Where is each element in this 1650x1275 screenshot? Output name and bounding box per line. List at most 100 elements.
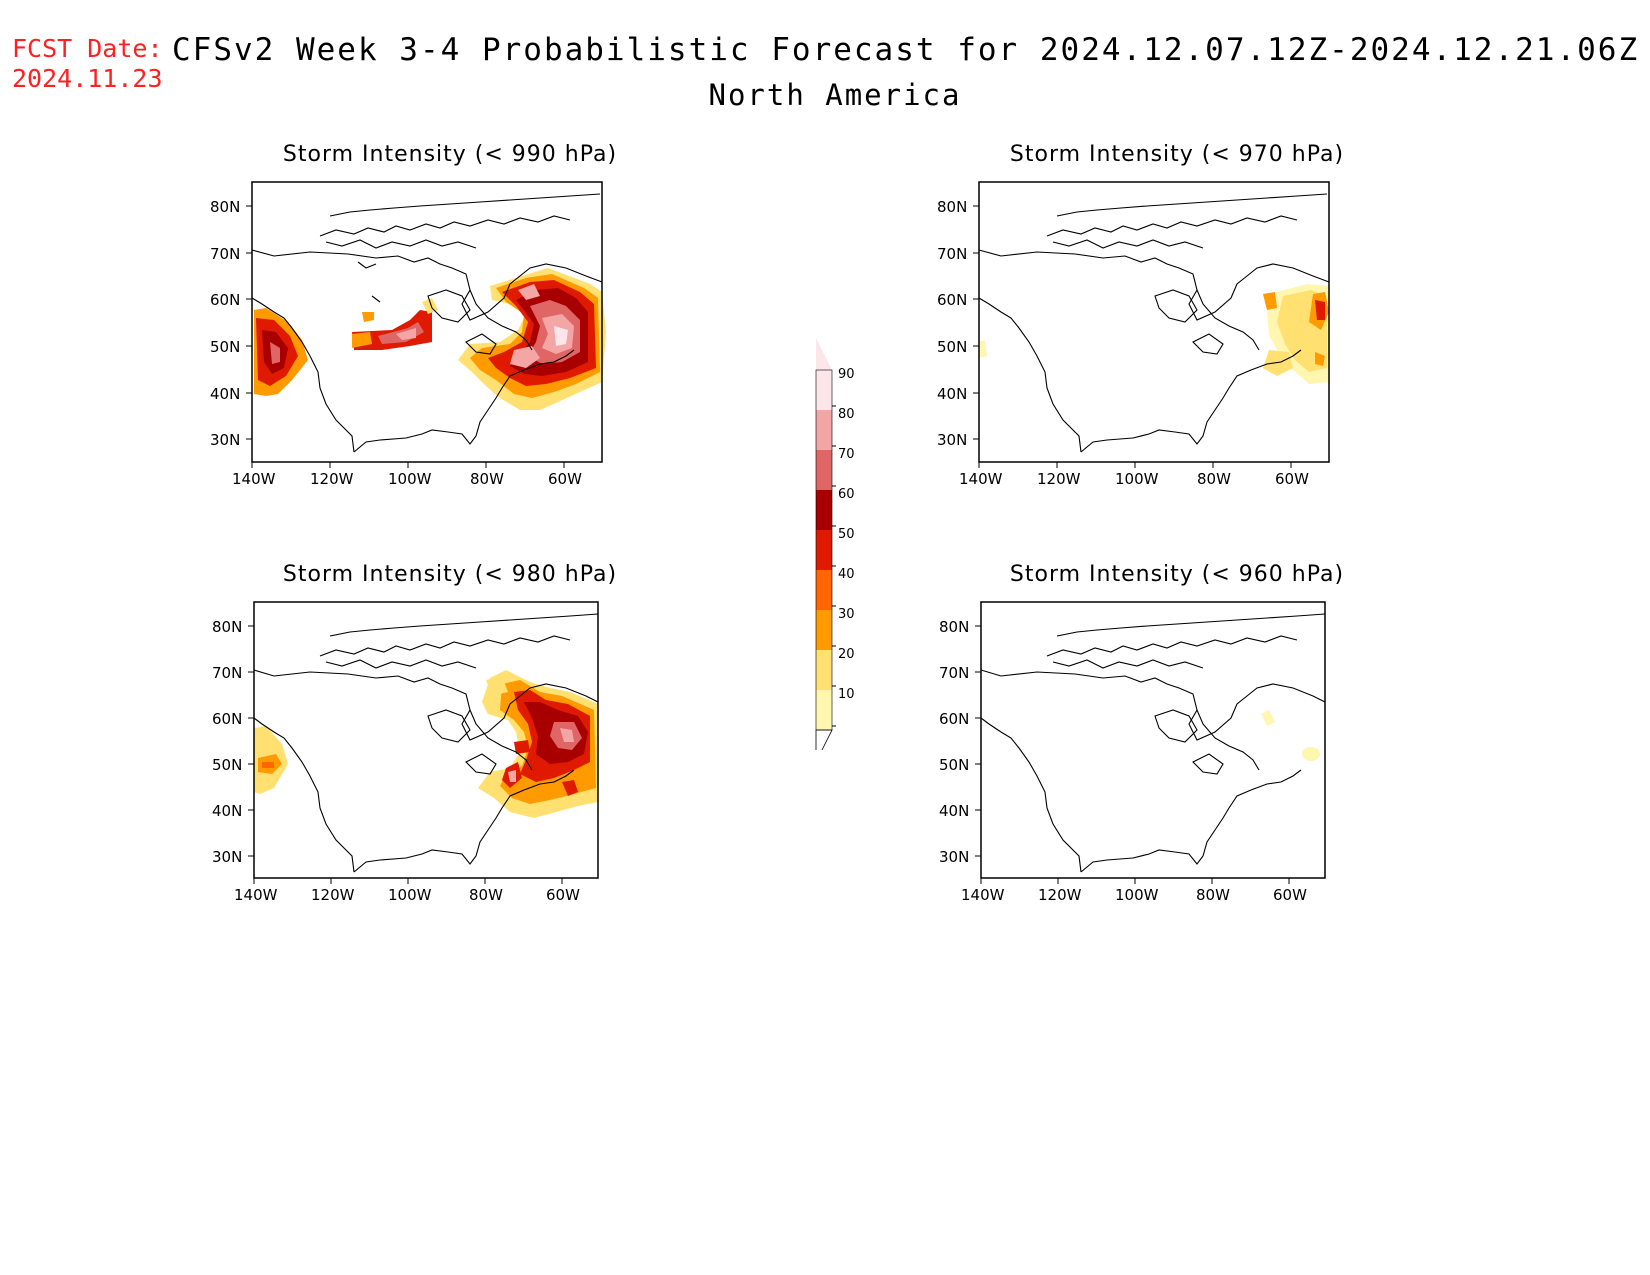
lat-label: 50N [939, 756, 969, 774]
map-frame [978, 181, 1330, 463]
region-subtitle: North America [708, 78, 962, 112]
lon-label: 80W [1196, 886, 1230, 904]
lat-label: 40N [937, 385, 967, 403]
lon-labels-960: 140W 120W 100W 80W 60W [961, 878, 1307, 904]
lat-labels-970: 80N 70N 60N 50N 40N 30N [937, 198, 979, 449]
panel-title: Storm Intensity (< 960 hPa) [1009, 562, 1345, 587]
probability-shading-980 [254, 670, 598, 818]
lat-label: 50N [212, 756, 242, 774]
lat-label: 30N [212, 848, 242, 866]
lon-label: 60W [546, 886, 580, 904]
forecast-date-value: 2024.11.23 [12, 64, 163, 93]
probability-shading-990 [254, 268, 606, 410]
lat-label: 60N [939, 710, 969, 728]
lon-labels-970: 140W 120W 100W 80W 60W [959, 462, 1309, 488]
lat-label: 40N [210, 385, 240, 403]
lon-labels-980: 140W 120W 100W 80W 60W [234, 878, 580, 904]
probability-shading-960 [1261, 710, 1320, 761]
map-960: 80N 70N 60N 50N 40N 30N 140W 120W 100W 8… [939, 601, 1326, 904]
colorbar-swatch [816, 410, 832, 450]
lat-label: 70N [937, 245, 967, 263]
colorbar-outline [815, 369, 833, 731]
colorbar-label: 80 [838, 407, 855, 422]
colorbar-label: 90 [838, 367, 855, 382]
lon-labels-990: 140W 120W 100W 80W 60W [232, 462, 582, 488]
colorbar-swatch [816, 570, 832, 610]
lon-label: 100W [1115, 886, 1159, 904]
panel-title: Storm Intensity (< 970 hPa) [1009, 142, 1345, 167]
map-frame [980, 601, 1326, 879]
lon-label: 100W [388, 470, 432, 488]
colorbar-swatch [816, 690, 832, 730]
lon-label: 120W [1037, 470, 1081, 488]
coastlines-980 [253, 613, 599, 873]
lat-label: 70N [212, 664, 242, 682]
lat-labels-960: 80N 70N 60N 50N 40N 30N [939, 618, 981, 866]
lon-label: 100W [1115, 470, 1159, 488]
colorbar-cap-top [816, 338, 832, 370]
lat-label: 50N [210, 338, 240, 356]
lat-label: 80N [212, 618, 242, 636]
lat-label: 30N [210, 431, 240, 449]
panel-title: Storm Intensity (< 990 hPa) [282, 142, 618, 167]
lat-label: 80N [939, 618, 969, 636]
coastlines-960 [980, 613, 1326, 873]
panel-960: Storm Intensity (< 960 hPa) 80N 70N 60N … [897, 562, 1367, 952]
colorbar-label: 10 [838, 687, 855, 702]
page-title: CFSv2 Week 3-4 Probabilistic Forecast fo… [172, 32, 1640, 68]
lon-label: 60W [1273, 886, 1307, 904]
lon-label: 140W [961, 886, 1005, 904]
lon-label: 140W [959, 470, 1003, 488]
lon-label: 80W [469, 886, 503, 904]
lat-label: 80N [210, 198, 240, 216]
lon-label: 80W [470, 470, 504, 488]
panel-990: Storm Intensity (< 990 hPa) [170, 142, 640, 532]
forecast-date-block: FCST Date: 2024.11.23 [12, 34, 163, 94]
colorbar-swatch [816, 650, 832, 690]
colorbar-swatch [816, 530, 832, 570]
panel-980: Storm Intensity (< 980 hPa) [170, 562, 640, 952]
lat-label: 30N [937, 431, 967, 449]
lat-label: 80N [937, 198, 967, 216]
lat-label: 70N [939, 664, 969, 682]
lon-label: 120W [1038, 886, 1082, 904]
lat-label: 40N [939, 802, 969, 820]
lat-label: 30N [939, 848, 969, 866]
lat-label: 60N [212, 710, 242, 728]
lon-label: 60W [1275, 470, 1309, 488]
lon-label: 120W [310, 470, 354, 488]
lat-label: 40N [212, 802, 242, 820]
colorbar-label: 50 [838, 527, 855, 542]
panel-970: Storm Intensity (< 970 hPa) 80N 70N [897, 142, 1367, 532]
colorbar-swatch [816, 490, 832, 530]
probability-shading-970 [979, 284, 1329, 384]
map-frame [253, 601, 599, 879]
lon-label: 140W [232, 470, 276, 488]
colorbar-label: 40 [838, 567, 855, 582]
coastlines-970 [978, 193, 1330, 453]
lat-labels-990: 80N 70N 60N 50N 40N 30N [210, 198, 252, 449]
lon-label: 60W [548, 470, 582, 488]
map-frame [251, 181, 603, 463]
lon-label: 120W [311, 886, 355, 904]
coastlines-990 [251, 193, 603, 453]
colorbar-cap-bottom [815, 729, 833, 763]
lat-labels-980: 80N 70N 60N 50N 40N 30N [212, 618, 254, 866]
lat-label: 50N [937, 338, 967, 356]
lon-label: 80W [1197, 470, 1231, 488]
panel-title: Storm Intensity (< 980 hPa) [282, 562, 618, 587]
colorbar-label: 20 [838, 647, 855, 662]
colorbar-swatch [816, 450, 832, 490]
colorbar-label: 30 [838, 607, 855, 622]
colorbar-label: 60 [838, 487, 855, 502]
lon-label: 100W [388, 886, 432, 904]
probability-colorbar: 90 80 70 60 50 40 30 20 10 [800, 330, 880, 763]
map-970: 80N 70N 60N 50N 40N 30N 140W 120W 100W 8… [937, 181, 1330, 488]
lon-label: 140W [234, 886, 278, 904]
colorbar-swatch [816, 610, 832, 650]
colorbar-svg: 90 80 70 60 50 40 30 20 10 [815, 338, 855, 763]
lat-label: 70N [210, 245, 240, 263]
colorbar-swatch [816, 370, 832, 410]
lat-label: 60N [937, 291, 967, 309]
colorbar-label: 70 [838, 447, 855, 462]
